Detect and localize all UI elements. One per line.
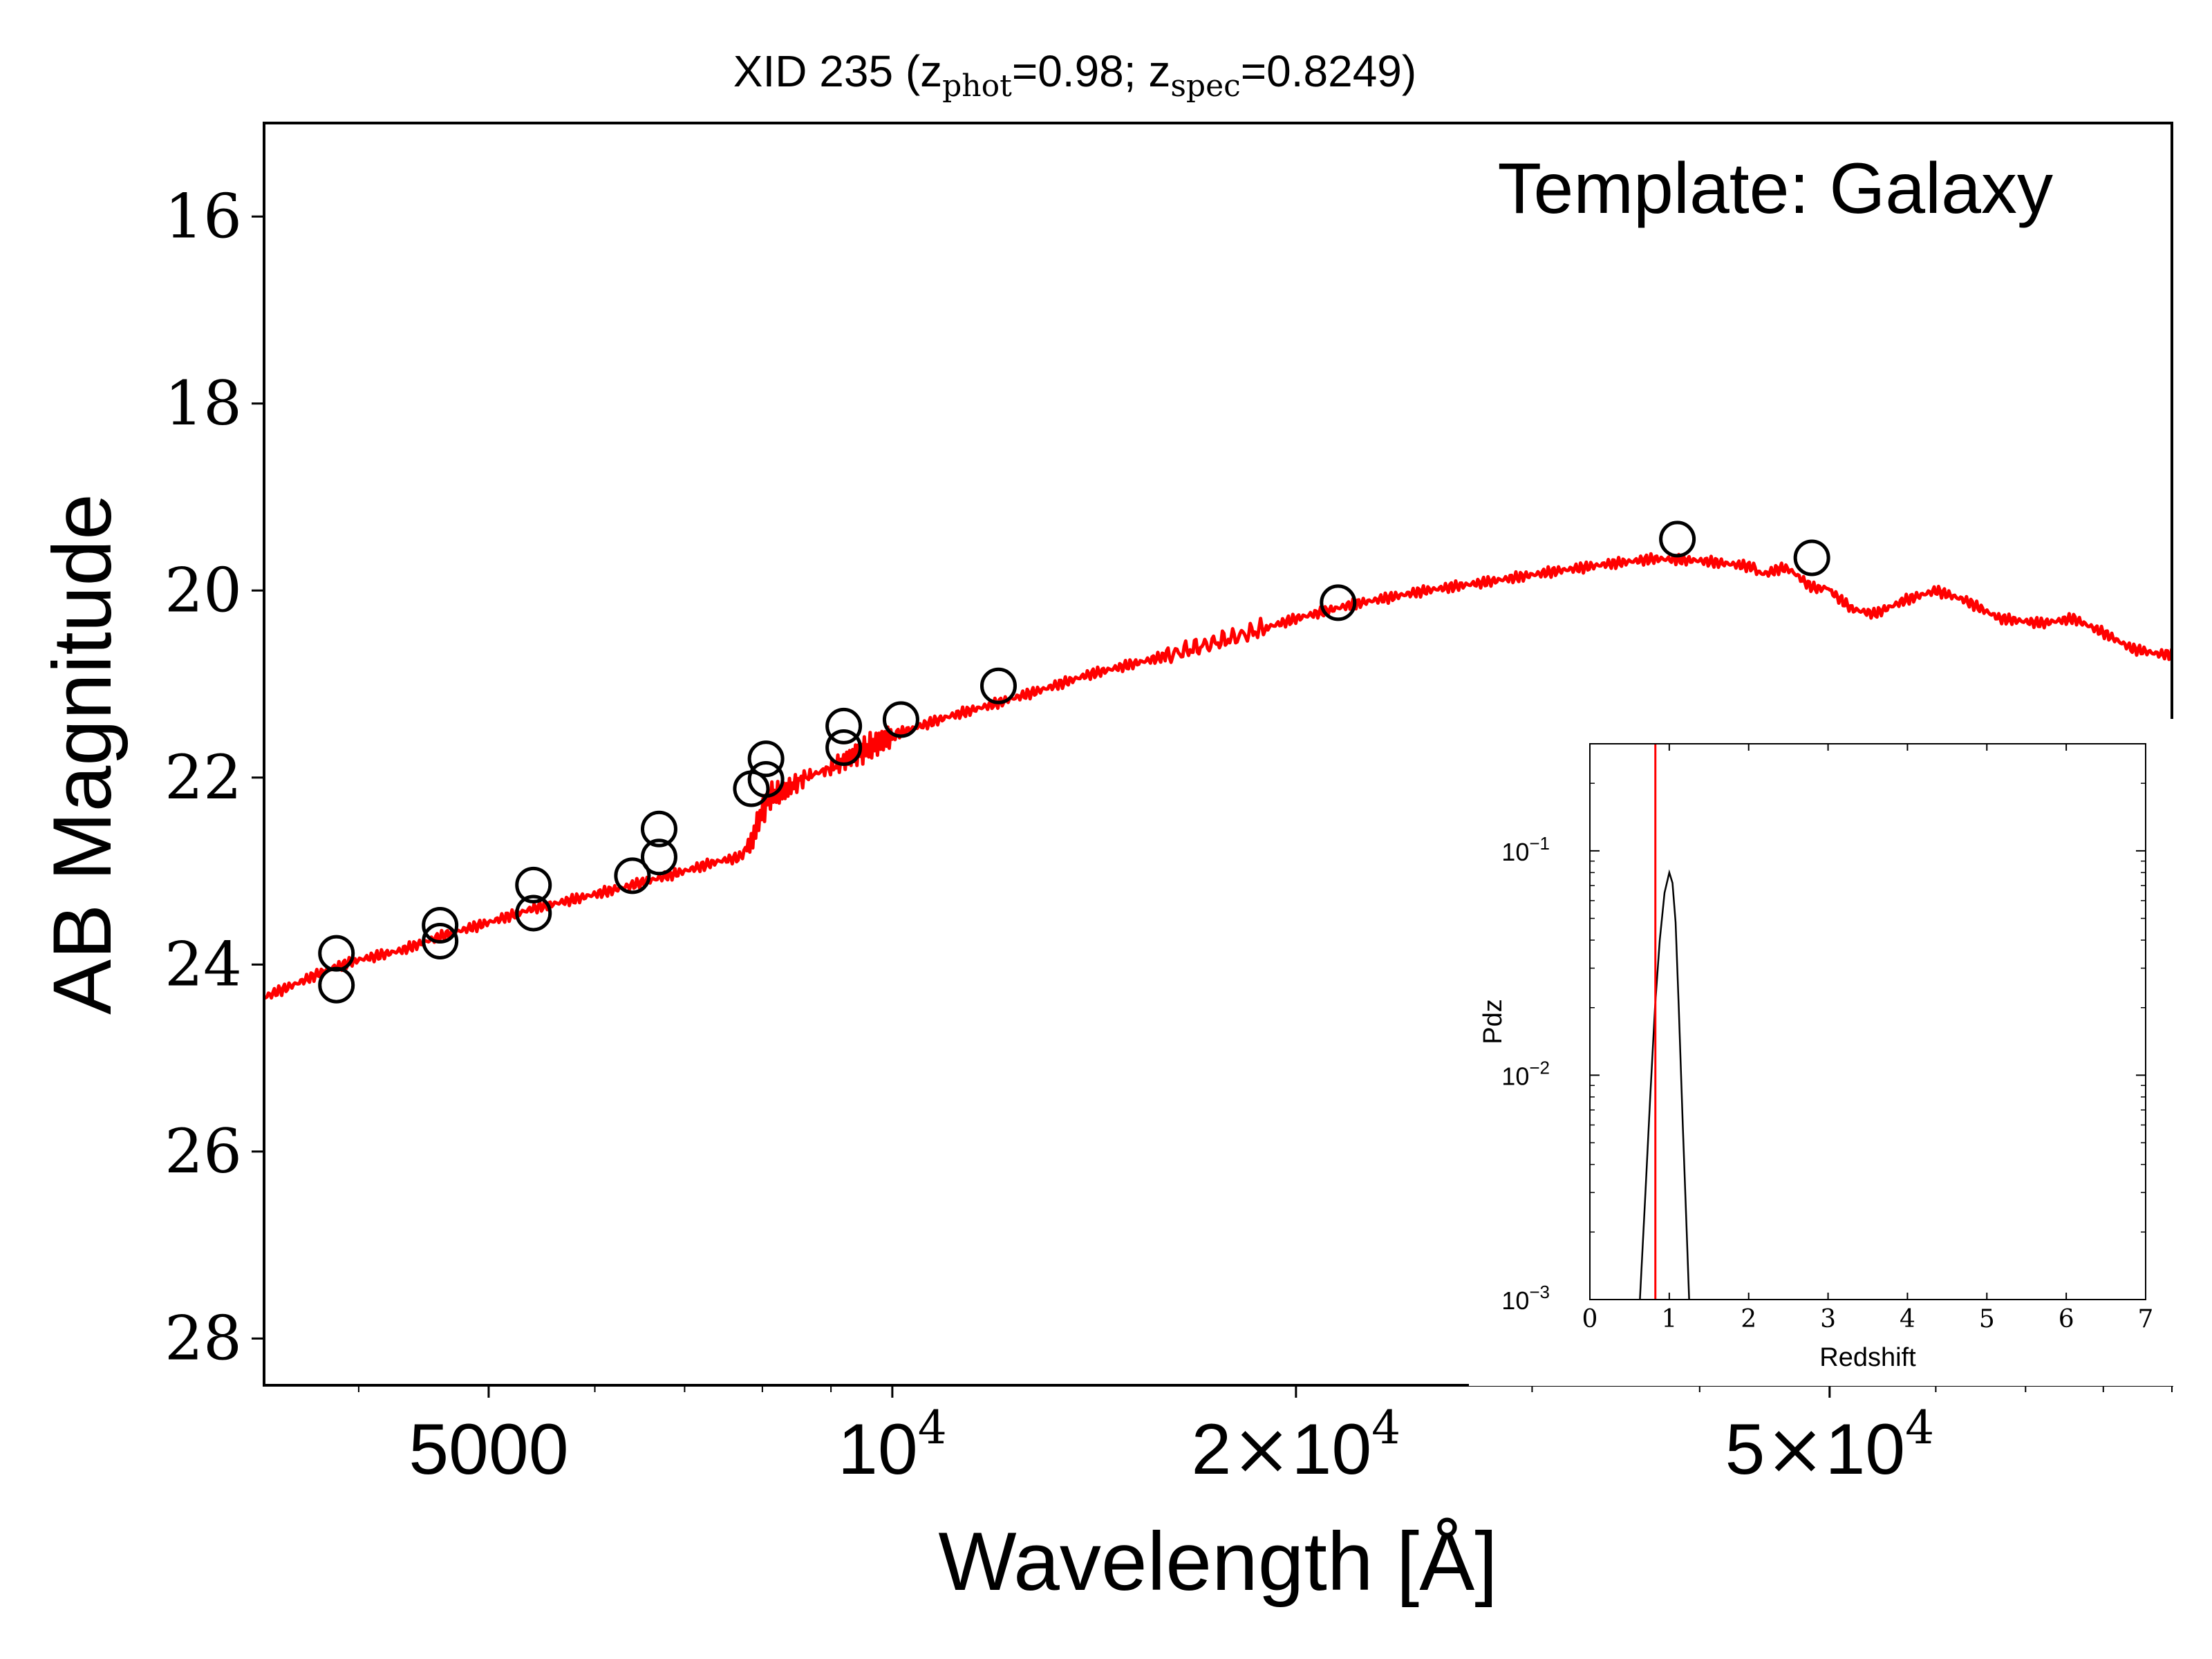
photometry-point <box>747 761 785 798</box>
inset-x-tick-label: 1 <box>1661 1305 1677 1333</box>
pdz-curve <box>1639 869 1690 1300</box>
x-tick-label: 104 <box>838 1401 947 1490</box>
x-tick-base: 10 <box>1825 1409 1905 1490</box>
photometry-point <box>825 729 863 767</box>
y-tick-label: 24 <box>165 928 242 1000</box>
inset-y-tick-base: 10 <box>1501 838 1529 866</box>
photometry-point <box>640 810 677 847</box>
x-tick-times: × <box>1231 1407 1291 1491</box>
template-annotation: Template: Galaxy <box>1498 149 2053 229</box>
y-tick-label: 22 <box>165 742 242 813</box>
x-tick-text: 5000 <box>409 1409 568 1490</box>
y-tick-label: 28 <box>165 1302 242 1374</box>
y-tick-label: 26 <box>165 1116 242 1187</box>
main-plot-data <box>264 521 2172 1004</box>
inset-plot-data <box>1639 744 1690 1300</box>
x-tick-label: 5000 <box>409 1409 568 1490</box>
inset-y-tick-exponent: −2 <box>1529 1057 1550 1078</box>
x-tick-exponent: 4 <box>918 1401 947 1454</box>
photometry-point <box>515 866 552 903</box>
inset-x-tick-label: 4 <box>1900 1305 1915 1333</box>
x-tick-base: 10 <box>1291 1409 1371 1490</box>
photometry-point <box>980 667 1017 704</box>
y-tick-label: 16 <box>165 180 242 252</box>
inset-x-tick-label: 5 <box>1979 1305 1995 1333</box>
y-tick-label: 20 <box>165 554 242 626</box>
inset-axis-ticks: 0 1 2 3 4 5 6 710−110−210−3 <box>1501 744 2153 1333</box>
photometry-point <box>422 923 459 960</box>
inset-y-tick-base: 10 <box>1501 1062 1529 1090</box>
x-tick-base: 10 <box>838 1409 918 1490</box>
photometry-point <box>640 838 677 876</box>
inset-x-tick-label: 0 <box>1582 1305 1598 1333</box>
sed-model-line <box>264 552 2172 1000</box>
photometry-point <box>515 894 552 932</box>
x-tick-mantissa: 5 <box>1725 1409 1765 1490</box>
x-tick-label: 5×104 <box>1725 1401 1934 1491</box>
photometry-point <box>422 907 459 944</box>
inset-y-tick-exponent: −3 <box>1529 1282 1550 1302</box>
inset-x-axis-label: Redshift <box>1819 1343 1916 1372</box>
photometry-point <box>318 966 355 1004</box>
inset-y-tick-label: 10−3 <box>1501 1282 1550 1315</box>
chart-title: XID 235 (zphot=0.98; zspec=0.8249) <box>733 46 1416 104</box>
photometry-point <box>1793 539 1830 577</box>
inset-x-tick-label: 2 <box>1741 1305 1756 1333</box>
inset-y-axis-label: Pdz <box>1479 999 1508 1044</box>
x-axis-label: Wavelength [Å] <box>938 1515 1497 1608</box>
y-axis-label: AB Magnitude <box>36 494 129 1015</box>
photometry-point <box>1320 584 1357 621</box>
x-tick-label: 2×104 <box>1192 1401 1401 1491</box>
inset-x-tick-label: 3 <box>1820 1305 1836 1333</box>
inset-x-tick-label: 6 <box>2059 1305 2074 1333</box>
inset-y-tick-exponent: −1 <box>1529 833 1550 854</box>
x-tick-times: × <box>1765 1407 1825 1491</box>
inset-y-tick-base: 10 <box>1501 1286 1529 1315</box>
inset-background <box>1469 719 2188 1386</box>
photometry-point <box>825 707 863 744</box>
inset-y-tick-label: 10−1 <box>1501 833 1550 866</box>
photometry-point <box>882 701 919 738</box>
x-tick-exponent: 4 <box>1371 1401 1400 1454</box>
inset-x-tick-label: 7 <box>2138 1305 2154 1333</box>
x-tick-exponent: 4 <box>1905 1401 1934 1454</box>
photometry-point <box>747 740 785 778</box>
photometry-point <box>614 857 651 894</box>
x-tick-mantissa: 2 <box>1192 1409 1232 1490</box>
inset-plot-frame <box>1589 743 2146 1300</box>
photometry-point <box>1659 521 1696 558</box>
y-tick-label: 18 <box>165 368 242 439</box>
inset-y-tick-label: 10−2 <box>1501 1057 1550 1090</box>
